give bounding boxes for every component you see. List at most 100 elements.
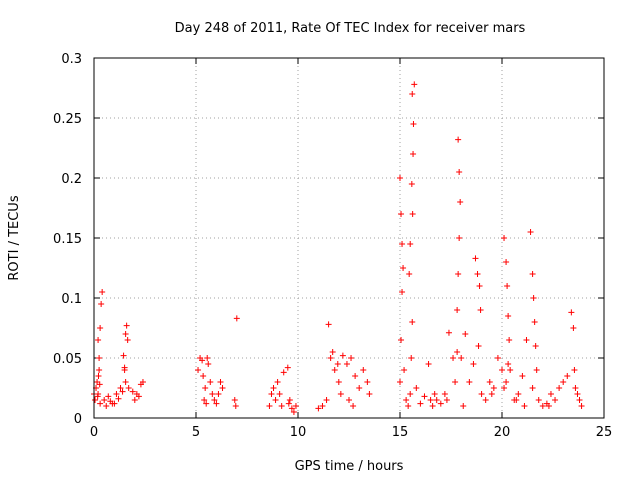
data-point [125, 385, 132, 391]
data-point [475, 343, 482, 349]
data-point [331, 367, 338, 373]
data-point [131, 397, 138, 403]
data-point [501, 385, 508, 391]
data-point [413, 385, 420, 391]
data-point [488, 391, 495, 397]
data-point [411, 81, 418, 88]
data-point [403, 397, 410, 403]
data-point [350, 403, 357, 409]
data-point [501, 235, 508, 241]
data-point [515, 391, 522, 397]
data-point [425, 361, 432, 367]
data-point [576, 397, 583, 403]
data-point [92, 397, 99, 403]
data-point [494, 355, 501, 361]
data-point [356, 385, 363, 391]
data-point [506, 337, 513, 343]
chart-title: Day 248 of 2011, Rate Of TEC Index for r… [175, 21, 526, 36]
data-point [270, 385, 277, 391]
data-point [523, 337, 530, 343]
data-point [315, 405, 322, 412]
data-point [431, 391, 438, 397]
data-point [478, 391, 485, 397]
y-tick-label: 0.15 [53, 232, 82, 247]
data-point [486, 379, 493, 385]
data-point [570, 325, 577, 331]
data-point [337, 391, 344, 397]
data-point [457, 199, 464, 205]
data-point [96, 381, 103, 388]
data-point [472, 255, 479, 262]
data-point [409, 319, 416, 325]
data-point [455, 271, 462, 277]
data-point [339, 352, 346, 359]
data-point [346, 397, 352, 403]
data-point [335, 379, 342, 385]
data-point [408, 181, 415, 187]
points-layer [91, 81, 585, 415]
data-point [209, 391, 216, 397]
data-point [94, 393, 101, 400]
data-point [201, 397, 208, 403]
data-point [443, 397, 450, 403]
data-point [531, 319, 538, 325]
data-point [466, 379, 473, 385]
data-point [409, 91, 416, 97]
y-tick-label: 0 [74, 412, 82, 427]
data-point [207, 379, 214, 385]
x-tick-label: 25 [596, 425, 613, 440]
x-tick-label: 0 [90, 425, 98, 440]
data-point [272, 397, 279, 403]
data-point [232, 403, 239, 409]
data-point [578, 403, 585, 409]
data-point [505, 361, 512, 367]
data-point [276, 391, 283, 397]
y-tick-label: 0.2 [61, 172, 82, 187]
y-tick-label: 0.3 [61, 52, 82, 67]
data-point [95, 373, 102, 379]
data-point [532, 343, 539, 349]
data-point [364, 379, 371, 385]
data-point [505, 313, 512, 319]
data-point [397, 175, 403, 181]
data-point [572, 385, 579, 391]
data-point [96, 367, 103, 373]
data-point [533, 367, 540, 373]
data-point [535, 397, 542, 403]
data-point [513, 397, 520, 403]
data-point [458, 355, 465, 361]
data-point [95, 337, 102, 343]
data-point [348, 355, 355, 361]
data-point [545, 403, 552, 409]
data-point [437, 400, 444, 407]
data-point [124, 337, 131, 343]
data-point [568, 309, 575, 316]
ticks-layer: 0 5 10 15 20 25 0 0.05 0.1 0.15 0.2 0.25 0.3 [53, 52, 612, 440]
data-point [215, 391, 222, 397]
data-point [211, 397, 218, 403]
data-point [521, 403, 528, 409]
data-point [200, 373, 207, 379]
data-point [115, 395, 122, 402]
data-point [445, 329, 452, 336]
data-point [547, 391, 554, 397]
data-point [456, 169, 463, 175]
data-point [121, 364, 128, 371]
x-tick-label: 5 [192, 425, 200, 440]
data-point [266, 403, 273, 409]
data-point [103, 403, 110, 409]
data-point [135, 393, 142, 400]
data-point [278, 403, 285, 409]
data-point [268, 391, 275, 397]
data-point [504, 283, 511, 289]
data-point [460, 403, 467, 409]
data-point [433, 397, 440, 403]
x-tick-label: 20 [494, 425, 511, 440]
data-point [286, 397, 293, 403]
data-point [427, 397, 434, 403]
data-point [477, 307, 484, 313]
x-tick-label: 10 [290, 425, 307, 440]
data-point [122, 379, 129, 385]
plot-frame [93, 57, 605, 419]
